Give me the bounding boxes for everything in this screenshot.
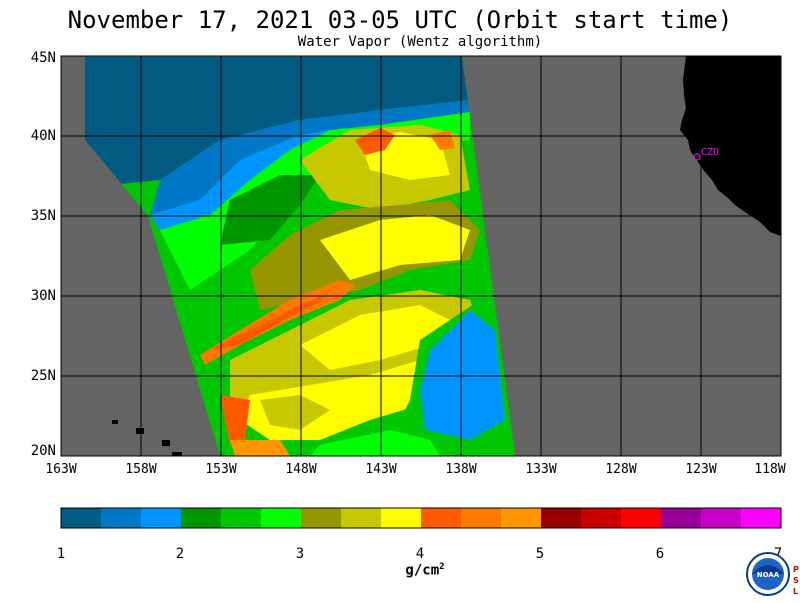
colorbar-swatch — [381, 508, 422, 528]
lat-label: 25N — [30, 368, 56, 384]
colorbar-swatch — [261, 508, 302, 528]
colorbar-swatch — [461, 508, 502, 528]
colorbar-swatch — [301, 508, 342, 528]
north-america-coast — [680, 56, 781, 236]
lon-label: 163W — [45, 462, 77, 477]
colorbar-tick: 5 — [535, 546, 545, 562]
lon-label: 158W — [125, 462, 157, 477]
lon-label: 148W — [285, 462, 317, 477]
lon-label: 118W — [754, 462, 786, 477]
lon-label: 128W — [605, 462, 637, 477]
colorbar-tick: 7 — [773, 546, 783, 562]
hawaii-islands — [112, 420, 182, 456]
lon-label: 123W — [685, 462, 717, 477]
station-label: CZD — [701, 147, 719, 158]
svg-text:S: S — [793, 576, 799, 585]
colorbar-swatch — [541, 508, 582, 528]
map-frame — [60, 55, 782, 457]
colorbar-tick: 2 — [175, 546, 185, 562]
colorbar-tick: 3 — [295, 546, 305, 562]
lon-label: 133W — [525, 462, 557, 477]
map-subtitle: Water Vapor (Wentz algorithm) — [297, 34, 543, 50]
psl-logo: P S L — [793, 565, 799, 596]
lat-lon-grid — [61, 56, 781, 456]
lat-label: 30N — [30, 288, 56, 304]
colorbar-swatch — [501, 508, 542, 528]
lon-label: 153W — [205, 462, 237, 477]
svg-text:P: P — [793, 565, 799, 574]
colorbar-swatch — [101, 508, 142, 528]
lat-label: 40N — [30, 128, 56, 144]
colorbar-swatch — [701, 508, 742, 528]
svg-text:L: L — [793, 587, 798, 596]
colorbar-swatch — [421, 508, 462, 528]
colorbar-swatch — [61, 508, 102, 528]
colorbar-swatch — [181, 508, 222, 528]
station-marker — [693, 153, 701, 161]
lon-label: 138W — [445, 462, 477, 477]
svg-text:NOAA: NOAA — [757, 571, 780, 579]
lat-label: 35N — [30, 208, 56, 224]
colorbar-swatch — [221, 508, 262, 528]
colorbar-swatch — [341, 508, 382, 528]
colorbar-swatch — [581, 508, 622, 528]
noaa-logo: NOAA — [746, 552, 790, 596]
colorbar-tick: 6 — [655, 546, 665, 562]
map-title: November 17, 2021 03-05 UTC (Orbit start… — [67, 6, 733, 34]
colorbar — [60, 507, 782, 529]
lon-label: 143W — [365, 462, 397, 477]
lat-label: 45N — [30, 50, 56, 66]
colorbar-swatch — [141, 508, 182, 528]
colorbar-swatch — [741, 508, 782, 528]
colorbar-swatch — [621, 508, 662, 528]
lat-label: 20N — [30, 443, 56, 459]
colorbar-tick: 1 — [56, 546, 66, 562]
water-vapor-map: CZD — [60, 55, 782, 457]
colorbar-units: g/cm2 — [405, 562, 445, 579]
colorbar-tick: 4 — [415, 546, 425, 562]
colorbar-frame — [60, 507, 782, 529]
colorbar-swatch — [661, 508, 702, 528]
satellite-swath — [85, 57, 515, 456]
